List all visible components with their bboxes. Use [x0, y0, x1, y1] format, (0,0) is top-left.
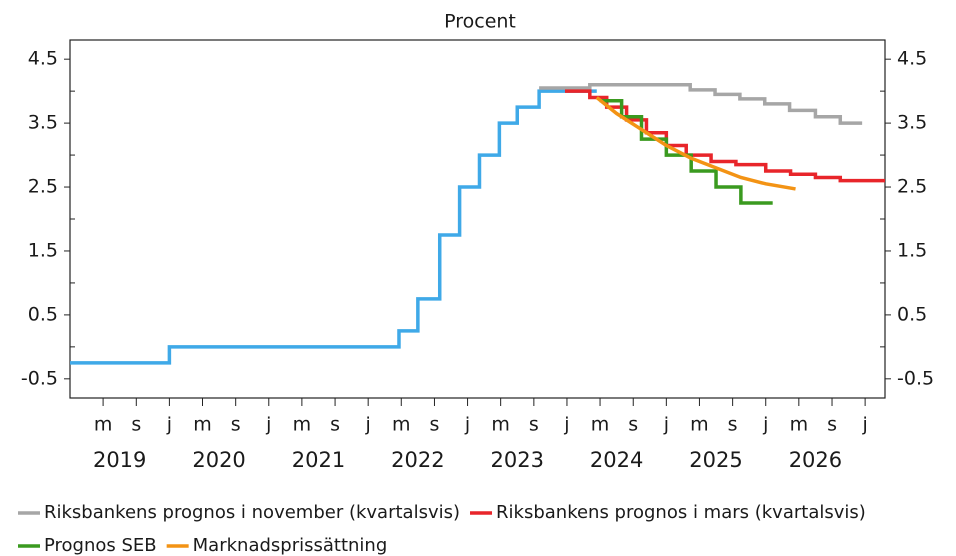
y2-tick-label: 1.5 [897, 239, 927, 261]
x-tick-label: m [94, 414, 113, 436]
x-year-label: 2024 [590, 448, 643, 472]
x-year-label: 2023 [491, 448, 544, 472]
y2-tick-label: 3.5 [897, 112, 927, 134]
y2-tick-label: 4.5 [897, 48, 927, 70]
x-year-label: 2026 [789, 448, 842, 472]
x-tick-label: s [827, 414, 837, 436]
chart-subtitle: Procent [444, 11, 516, 33]
legend-label: Riksbankens prognos i november (kvartals… [44, 502, 460, 523]
x-tick-label: m [491, 414, 510, 436]
y-tick-label: 3.5 [28, 112, 58, 134]
y-tick-label: 0.5 [28, 303, 58, 325]
x-tick-label: j [663, 414, 669, 436]
x-tick-label: j [265, 414, 271, 436]
x-tick-label: m [193, 414, 212, 436]
x-tick-label: s [430, 414, 440, 436]
x-tick-label: s [628, 414, 638, 436]
legend-label: Riksbankens prognos i mars (kvartalsvis) [496, 502, 866, 523]
x-year-label: 2020 [192, 448, 245, 472]
x-year-label: 2019 [93, 448, 146, 472]
y-tick-label: 1.5 [28, 239, 58, 261]
x-tick-label: j [762, 414, 768, 436]
x-year-label: 2025 [689, 448, 742, 472]
x-tick-label: m [690, 414, 709, 436]
legend-label: Prognos SEB [44, 535, 157, 556]
x-tick-label: s [330, 414, 340, 436]
x-tick-label: m [293, 414, 312, 436]
series-line [595, 96, 796, 191]
series-line [599, 98, 773, 205]
series-line [70, 89, 597, 365]
y2-tick-label: 0.5 [897, 303, 927, 325]
x-tick-label: s [131, 414, 141, 436]
x-tick-label: j [365, 414, 371, 436]
y2-tick-label: -0.5 [897, 367, 934, 389]
y-tick-label: 4.5 [28, 48, 58, 70]
x-tick-label: j [166, 414, 172, 436]
x-tick-label: s [728, 414, 738, 436]
series-line [564, 89, 885, 183]
y-tick-label: 2.5 [28, 176, 58, 198]
y2-tick-label: 2.5 [897, 176, 927, 198]
plot-frame [69, 39, 886, 399]
x-tick-label: m [790, 414, 809, 436]
x-tick-label: s [529, 414, 539, 436]
series-line [539, 83, 863, 125]
x-tick-label: j [563, 414, 569, 436]
x-tick-label: m [392, 414, 411, 436]
x-tick-label: m [591, 414, 610, 436]
y-tick-label: -0.5 [21, 367, 58, 389]
x-tick-label: s [231, 414, 241, 436]
x-year-label: 2022 [391, 448, 444, 472]
legend-label: Marknadsprissättning [193, 535, 388, 556]
x-tick-label: j [464, 414, 470, 436]
x-tick-label: j [861, 414, 867, 436]
x-year-label: 2021 [292, 448, 345, 472]
